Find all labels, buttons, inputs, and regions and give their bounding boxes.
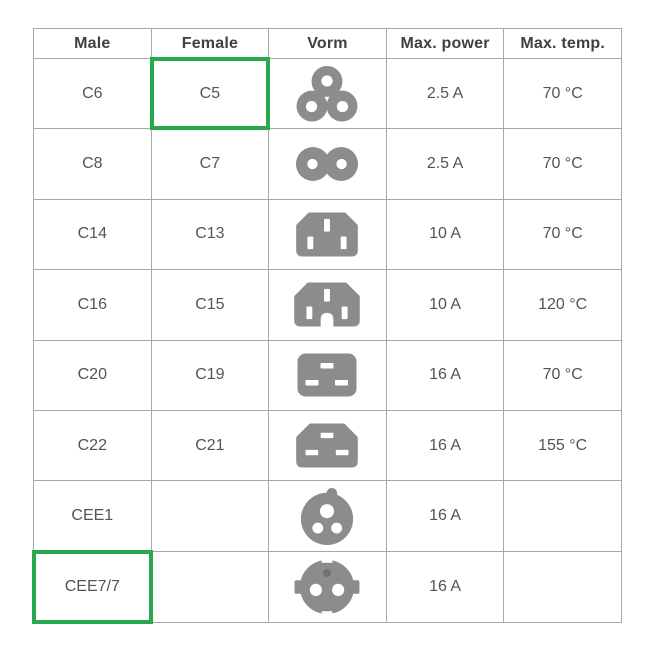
c13-connector-icon	[296, 212, 359, 257]
max-temp-cell: 155 °C	[504, 411, 621, 482]
cee1-round-plug-icon	[301, 487, 354, 545]
female-cell: C19	[151, 340, 270, 411]
male-cell: C20	[34, 340, 152, 411]
male-cell: C14	[34, 199, 152, 271]
vorm-cell	[269, 410, 387, 482]
female-cell	[151, 481, 270, 552]
male-cell: C16	[34, 270, 152, 341]
table-row: C20 C19 16 A 70 °C	[34, 340, 621, 411]
max-power-cell: 2.5 A	[386, 129, 505, 200]
max-power-cell: 16 A	[386, 340, 505, 411]
vorm-cell	[269, 551, 387, 622]
c19-connector-icon	[297, 353, 357, 397]
max-power-cell: 16 A	[386, 481, 505, 552]
vorm-cell	[269, 199, 387, 271]
column-header-male: Male	[34, 29, 152, 59]
male-cell-highlighted: CEE7/7	[32, 549, 153, 625]
c5-cloverleaf-icon	[297, 65, 358, 122]
max-power-cell: 2.5 A	[386, 59, 505, 130]
max-power-cell: 10 A	[386, 270, 505, 341]
column-header-vorm: Vorm	[269, 29, 387, 59]
max-temp-cell: 70 °C	[504, 200, 621, 271]
max-power-cell: 10 A	[386, 199, 505, 271]
table-row: CEE7/7 16 A	[32, 549, 621, 625]
max-power-cell: 16 A	[387, 551, 505, 622]
column-header-max-power: Max. power	[386, 29, 505, 59]
header-row: Male Female Vorm Max. power Max. temp.	[34, 29, 621, 59]
max-power-cell: 16 A	[386, 410, 505, 482]
max-temp-cell: 70 °C	[504, 59, 621, 130]
max-temp-cell: 70 °C	[504, 341, 621, 411]
female-cell: C7	[151, 129, 270, 200]
column-header-female: Female	[151, 29, 270, 59]
table-row: C8 C7 2.5 A 70 °C	[34, 129, 621, 200]
vorm-cell	[269, 481, 387, 552]
table-row: C6 C5 2.5 A 70 °C	[34, 56, 621, 131]
female-cell: C15	[151, 270, 270, 341]
max-temp-cell: 120 °C	[504, 270, 621, 341]
max-temp-cell	[504, 552, 621, 622]
c7-figure-eight-icon	[296, 147, 359, 182]
female-cell-highlighted: C5	[149, 56, 270, 131]
table-row: CEE1 16 A	[34, 481, 621, 552]
vorm-cell	[269, 340, 387, 411]
max-temp-cell	[504, 481, 621, 552]
c15-notched-connector-icon	[294, 282, 361, 328]
male-cell: C8	[34, 129, 152, 200]
female-cell	[152, 551, 270, 622]
max-temp-cell: 70 °C	[504, 129, 621, 200]
table-row: C22 C21 16 A 155 °C	[34, 410, 621, 482]
vorm-cell	[269, 270, 387, 341]
male-cell: CEE1	[34, 481, 152, 552]
c21-connector-icon	[296, 423, 359, 468]
male-cell: C6	[34, 59, 152, 130]
vorm-cell	[269, 129, 387, 200]
vorm-cell	[269, 59, 387, 130]
connector-spec-table: Male Female Vorm Max. power Max. temp. C…	[32, 28, 622, 625]
female-cell: C13	[151, 199, 270, 271]
table-row: C16 C15 10 A 120 °C	[34, 270, 621, 341]
table-row: C14 C13 10 A 70 °C	[34, 199, 621, 271]
female-cell: C21	[151, 410, 270, 482]
column-header-max-temp: Max. temp.	[504, 29, 621, 59]
cee7-7-schuko-plug-icon	[295, 555, 360, 618]
male-cell: C22	[34, 410, 152, 482]
